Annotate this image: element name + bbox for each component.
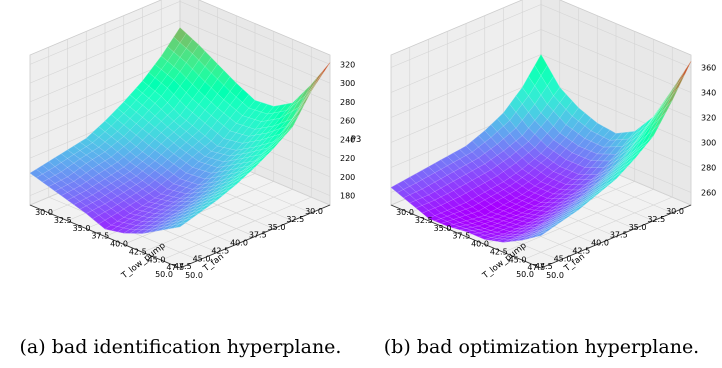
caption-a-label: (a) xyxy=(19,336,46,358)
caption-a-text: bad identification hyperplane. xyxy=(51,336,342,358)
y-tick-label: 40.0 xyxy=(471,240,489,249)
y-tick-label: 30.0 xyxy=(35,208,53,217)
y-tick-label: 32.5 xyxy=(415,216,433,225)
x-tick-label: 35.0 xyxy=(268,223,286,232)
surface-patch xyxy=(173,222,187,229)
x-tick-label: 50.0 xyxy=(155,270,173,279)
caption-b: (b) bad optimization hyperplane. xyxy=(361,336,722,358)
axis-lines-0 xyxy=(29,204,331,269)
x-tick-label: 35.0 xyxy=(629,223,647,232)
z-tick-label: 320 xyxy=(340,60,355,69)
figure-panel-a: 30.0 32.5 35.0 37.5 40.0 42.5 45.0 47.5 50.0 30.0… xyxy=(0,0,361,358)
y-tick-label: 45.0 xyxy=(509,255,527,264)
z-tick-label: 260 xyxy=(340,117,355,126)
surface-plot-b: 30.032.535.037.540.042.545.047.550.030.0… xyxy=(389,0,716,282)
surface-patch xyxy=(534,231,548,238)
z-tick-label: 360 xyxy=(701,64,716,73)
surface-0 xyxy=(29,27,331,234)
y-tick-label: 42.5 xyxy=(490,247,508,256)
y-tick-label: 37.5 xyxy=(452,232,470,241)
x-axis-line xyxy=(540,204,692,269)
z-tick-label: 200 xyxy=(340,173,355,182)
z-tick-label: 340 xyxy=(701,89,716,98)
surface-plot-a: 30.032.535.037.540.042.545.047.550.030.0… xyxy=(28,0,361,282)
x-tick-label: 30.0 xyxy=(666,207,684,216)
z-tick-label: 260 xyxy=(701,189,716,198)
z-tick-label: 300 xyxy=(701,139,716,148)
z-tick-label: 300 xyxy=(340,79,355,88)
z-tick-label: 320 xyxy=(701,114,716,123)
caption-b-label: (b) xyxy=(383,336,411,358)
z-tick-label: 180 xyxy=(340,192,355,201)
caption-b-text: bad optimization hyperplane. xyxy=(416,336,700,358)
y-tick-label: 47.5 xyxy=(166,263,184,272)
y-axis-line xyxy=(29,204,181,269)
x-tick-label: 32.5 xyxy=(647,215,665,224)
x-tick-label: 30.0 xyxy=(305,207,323,216)
z-tick-label: 240 xyxy=(340,135,355,144)
y-axis-line xyxy=(390,204,542,269)
x-tick-label: 45.0 xyxy=(193,254,211,263)
figure-panel-b: 30.0 32.5 35.0 37.5 40.0 42.5 45.0 47.5 50.0 30.0… xyxy=(361,0,722,368)
y-tick-label: 50.0 xyxy=(185,271,203,280)
y-tick-label: 50.0 xyxy=(546,271,564,280)
y-tick-label: 40.0 xyxy=(110,240,128,249)
z-tick-label: 220 xyxy=(340,154,355,163)
z-axis-label: P3 xyxy=(351,135,361,145)
y-tick-label: 35.0 xyxy=(434,224,452,233)
y-tick-label: 42.5 xyxy=(129,247,147,256)
x-tick-label: 40.0 xyxy=(230,239,248,248)
z-tick-label: 280 xyxy=(701,164,716,173)
surface-mesh xyxy=(29,27,331,234)
y-tick-label: 30.0 xyxy=(396,208,414,217)
x-tick-label: 47.5 xyxy=(174,262,192,271)
caption-a: (a) bad identification hyperplane. xyxy=(0,336,361,358)
y-tick-label: 32.5 xyxy=(54,216,72,225)
x-tick-label: 45.0 xyxy=(554,254,572,263)
x-tick-label: 50.0 xyxy=(516,270,534,279)
x-axis-line xyxy=(179,204,331,269)
surface-1 xyxy=(390,54,692,243)
x-tick-label: 42.5 xyxy=(211,246,229,255)
x-tick-label: 42.5 xyxy=(572,246,590,255)
x-tick-label: 40.0 xyxy=(591,239,609,248)
y-tick-label: 35.0 xyxy=(73,224,91,233)
x-tick-label: 32.5 xyxy=(286,215,304,224)
tick-labels-0: 30.032.535.037.540.042.545.047.550.030.0… xyxy=(35,60,355,280)
y-tick-label: 47.5 xyxy=(527,263,545,272)
x-tick-label: 47.5 xyxy=(535,262,553,271)
x-tick-label: 37.5 xyxy=(610,231,628,240)
surface-mesh xyxy=(390,54,692,243)
y-tick-label: 37.5 xyxy=(91,232,109,241)
x-tick-label: 37.5 xyxy=(249,231,267,240)
y-tick-label: 45.0 xyxy=(148,255,166,264)
tick-labels-1: 30.032.535.037.540.042.545.047.550.030.0… xyxy=(396,64,716,281)
z-tick-label: 280 xyxy=(340,98,355,107)
axis-lines-1 xyxy=(390,204,692,269)
